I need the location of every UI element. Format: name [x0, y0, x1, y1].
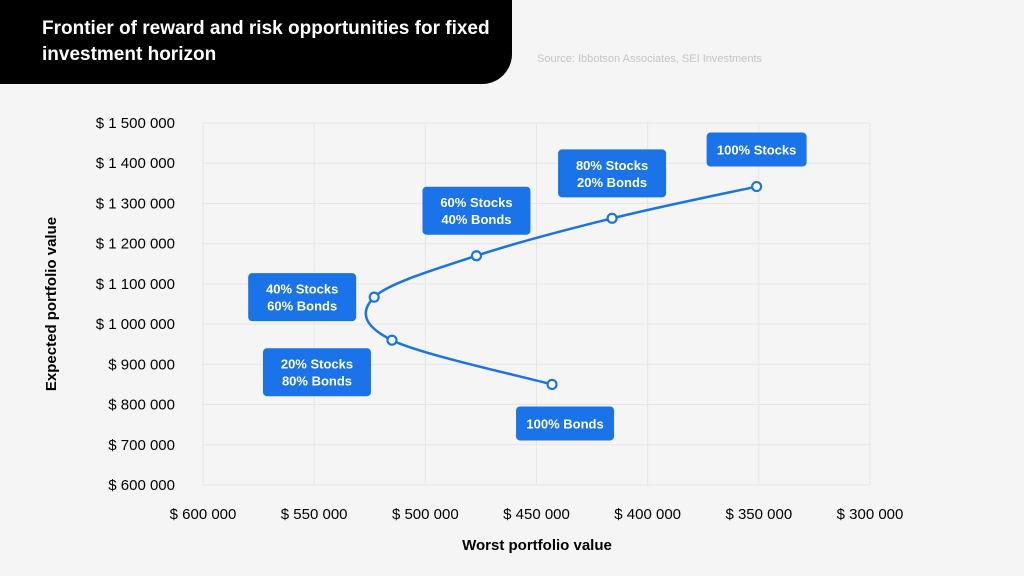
callout-text: 40% Stocks [266, 282, 338, 297]
callout-box [706, 132, 807, 167]
y-tick-label: $ 1 500 000 [96, 115, 175, 132]
callout: 40% Stocks 60% Bonds [248, 273, 357, 322]
callout-box [558, 149, 667, 198]
title-banner: Frontier of reward and risk opportunitie… [0, 0, 512, 84]
callout-labels: 100% Bonds 20% Stocks 80% Bonds 40% Stocks 6… [248, 132, 807, 441]
y-axis-ticks: $ 1 500 000 $ 1 400 000 $ 1 300 000 $ 1 200… [96, 115, 175, 494]
x-axis-title: Worst portfolio value [462, 537, 612, 554]
source-note: Source: Ibbotson Associates, SEI Investm… [537, 53, 763, 65]
callout: 20% Stocks 80% Bonds [262, 348, 371, 397]
callout-text: 60% Stocks [440, 195, 512, 210]
frontier-curve [364, 185, 757, 386]
y-tick-label: $ 1 000 000 [96, 316, 175, 333]
callout-text: 100% Bonds [526, 416, 603, 431]
callout-box [422, 186, 531, 235]
callout-text: 20% Bonds [577, 175, 647, 190]
x-tick-label: $ 400 000 [614, 506, 681, 523]
callout-box [516, 406, 615, 441]
x-tick-label: $ 450 000 [503, 506, 570, 523]
data-point [751, 180, 763, 193]
chart-title: Frontier of reward and risk opportunitie… [42, 18, 490, 65]
data-point [546, 378, 558, 391]
x-axis-ticks: $ 600 000 $ 550 000 $ 500 000 $ 450 000 $ 40… [170, 506, 904, 523]
x-tick-label: $ 550 000 [281, 506, 348, 523]
y-tick-label: $ 900 000 [108, 356, 175, 373]
y-tick-label: $ 1 300 000 [96, 195, 175, 212]
data-point [470, 250, 483, 262]
y-tick-label: $ 600 000 [108, 477, 175, 494]
y-tick-label: $ 1 200 000 [96, 236, 175, 253]
y-tick-label: $ 1 400 000 [96, 155, 175, 172]
callout-text: 20% Stocks [281, 357, 353, 372]
callout-text: 80% Bonds [282, 374, 352, 389]
callout-box [248, 273, 357, 322]
data-points [368, 180, 763, 391]
callout: 100% Bonds [516, 406, 615, 441]
x-tick-label: $ 350 000 [725, 506, 792, 523]
callout: 80% Stocks 20% Bonds [558, 149, 667, 198]
x-tick-label: $ 600 000 [170, 506, 237, 523]
callout-text: 80% Stocks [576, 158, 648, 173]
x-tick-label: $ 300 000 [837, 506, 904, 523]
callout: 60% Stocks 40% Bonds [422, 186, 531, 235]
x-tick-label: $ 500 000 [392, 506, 459, 523]
y-tick-label: $ 700 000 [108, 437, 175, 454]
y-axis-title: Expected portfolio value [43, 217, 60, 391]
data-point [606, 212, 618, 224]
y-tick-label: $ 800 000 [108, 397, 175, 414]
callout: 100% Stocks [706, 132, 807, 167]
callout-text: 40% Bonds [441, 212, 511, 227]
data-point [386, 334, 398, 346]
y-tick-label: $ 1 100 000 [96, 276, 175, 293]
data-point [368, 291, 380, 303]
callout-text: 60% Bonds [267, 299, 337, 314]
callout-text: 100% Stocks [717, 143, 797, 158]
callout-box [262, 348, 371, 397]
